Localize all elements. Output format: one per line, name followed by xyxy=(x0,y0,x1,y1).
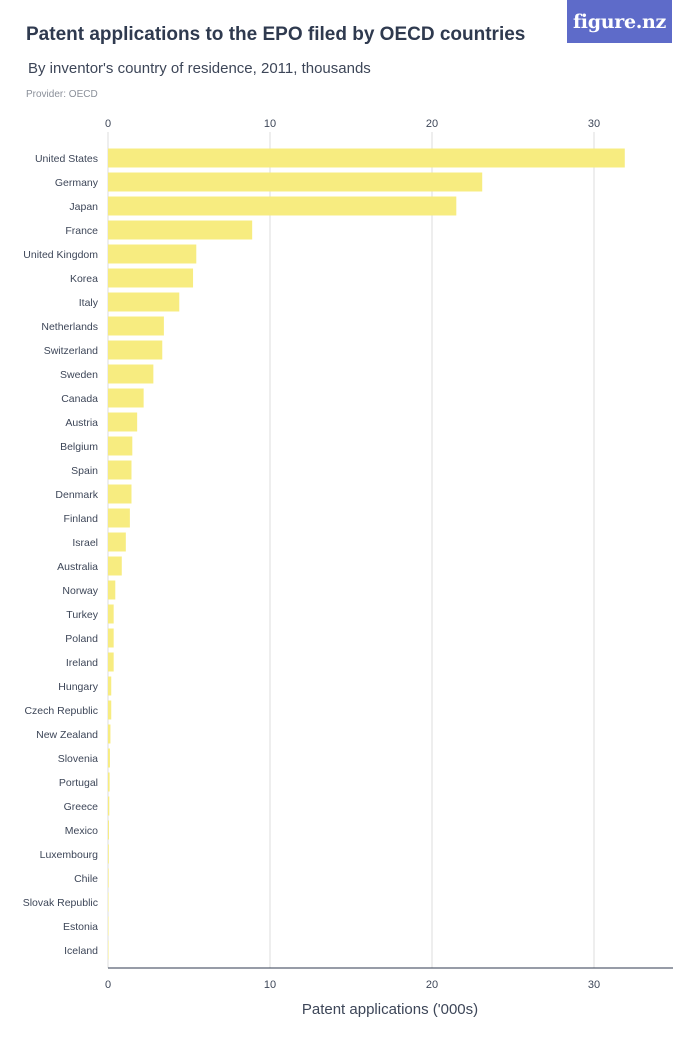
bar-canada[interactable] xyxy=(108,388,144,408)
bar-switzerland[interactable] xyxy=(108,340,163,360)
figure-nz-logo[interactable]: figure.nz xyxy=(567,0,672,43)
bar-chile[interactable] xyxy=(108,868,109,888)
category-label-finland: Finland xyxy=(64,513,99,525)
top-tick-label-20: 20 xyxy=(426,118,438,130)
category-label-slovenia: Slovenia xyxy=(58,753,98,765)
bar-netherlands[interactable] xyxy=(108,316,164,336)
category-label-france: France xyxy=(65,225,98,237)
bar-spain[interactable] xyxy=(108,460,132,480)
category-label-israel: Israel xyxy=(72,537,98,549)
bar-norway[interactable] xyxy=(108,580,116,600)
category-label-new-zealand: New Zealand xyxy=(36,729,98,741)
bottom-tick-label-0: 0 xyxy=(105,979,111,991)
category-label-slovak-republic: Slovak Republic xyxy=(23,897,98,909)
category-label-sweden: Sweden xyxy=(60,369,98,381)
category-label-japan: Japan xyxy=(69,201,98,213)
bar-hungary[interactable] xyxy=(108,676,112,696)
provider-label: Provider: OECD xyxy=(26,89,98,100)
category-label-ireland: Ireland xyxy=(66,657,98,669)
bar-germany[interactable] xyxy=(108,172,483,192)
category-label-greece: Greece xyxy=(64,801,99,813)
top-tick-label-10: 10 xyxy=(264,118,276,130)
category-label-austria: Austria xyxy=(65,417,98,429)
bar-japan[interactable] xyxy=(108,196,457,216)
bar-austria[interactable] xyxy=(108,412,138,432)
bars xyxy=(108,148,625,960)
chart-title: Patent applications to the EPO filed by … xyxy=(26,24,526,45)
bar-iceland[interactable] xyxy=(108,940,109,960)
bar-korea[interactable] xyxy=(108,268,194,288)
bar-belgium[interactable] xyxy=(108,436,133,456)
category-label-poland: Poland xyxy=(65,633,98,645)
bar-united-kingdom[interactable] xyxy=(108,244,197,264)
category-label-estonia: Estonia xyxy=(63,921,98,933)
category-label-spain: Spain xyxy=(71,465,98,477)
bar-luxembourg[interactable] xyxy=(108,844,109,864)
bar-estonia[interactable] xyxy=(108,916,109,936)
category-label-germany: Germany xyxy=(55,177,99,189)
x-axis-title: Patent applications ('000s) xyxy=(302,1001,478,1018)
bar-ireland[interactable] xyxy=(108,652,114,672)
category-label-mexico: Mexico xyxy=(65,825,98,837)
chart-subtitle: By inventor's country of residence, 2011… xyxy=(28,60,371,77)
bottom-tick-label-10: 10 xyxy=(264,979,276,991)
bar-france[interactable] xyxy=(108,220,253,240)
bar-slovenia[interactable] xyxy=(108,748,110,768)
bar-slovak-republic[interactable] xyxy=(108,892,109,912)
top-tick-label-30: 30 xyxy=(588,118,600,130)
bar-israel[interactable] xyxy=(108,532,126,552)
category-label-netherlands: Netherlands xyxy=(41,321,98,333)
top-tick-label-0: 0 xyxy=(105,118,111,130)
bar-greece[interactable] xyxy=(108,796,110,816)
bar-sweden[interactable] xyxy=(108,364,154,384)
category-labels: United States Germany Japan France United Ki… xyxy=(23,153,99,957)
category-label-switzerland: Switzerland xyxy=(44,345,98,357)
category-label-canada: Canada xyxy=(61,393,98,405)
bar-poland[interactable] xyxy=(108,628,114,648)
bar-finland[interactable] xyxy=(108,508,130,528)
bar-new-zealand[interactable] xyxy=(108,724,111,744)
category-label-portugal: Portugal xyxy=(59,777,98,789)
category-label-belgium: Belgium xyxy=(60,441,98,453)
category-label-italy: Italy xyxy=(79,297,99,309)
bar-australia[interactable] xyxy=(108,556,122,576)
bottom-axis-ticks: 0 10 20 30 xyxy=(105,979,600,991)
bar-italy[interactable] xyxy=(108,292,180,312)
category-label-united-states: United States xyxy=(35,153,98,165)
category-label-czech-republic: Czech Republic xyxy=(24,705,98,717)
category-label-korea: Korea xyxy=(70,273,98,285)
category-label-luxembourg: Luxembourg xyxy=(40,849,99,861)
bar-turkey[interactable] xyxy=(108,604,114,624)
bottom-tick-label-30: 30 xyxy=(588,979,600,991)
bar-denmark[interactable] xyxy=(108,484,132,504)
bottom-tick-label-20: 20 xyxy=(426,979,438,991)
category-label-australia: Australia xyxy=(57,561,98,573)
category-label-denmark: Denmark xyxy=(55,489,98,501)
bar-mexico[interactable] xyxy=(108,820,109,840)
category-label-turkey: Turkey xyxy=(66,609,98,621)
bar-portugal[interactable] xyxy=(108,772,110,792)
category-label-norway: Norway xyxy=(62,585,98,597)
category-label-chile: Chile xyxy=(74,873,98,885)
bar-united-states[interactable] xyxy=(108,148,625,168)
category-label-united-kingdom: United Kingdom xyxy=(23,249,98,261)
top-axis-ticks: 0 10 20 30 xyxy=(105,118,600,130)
bar-czech-republic[interactable] xyxy=(108,700,112,720)
category-label-iceland: Iceland xyxy=(64,945,98,957)
category-label-hungary: Hungary xyxy=(58,681,98,693)
